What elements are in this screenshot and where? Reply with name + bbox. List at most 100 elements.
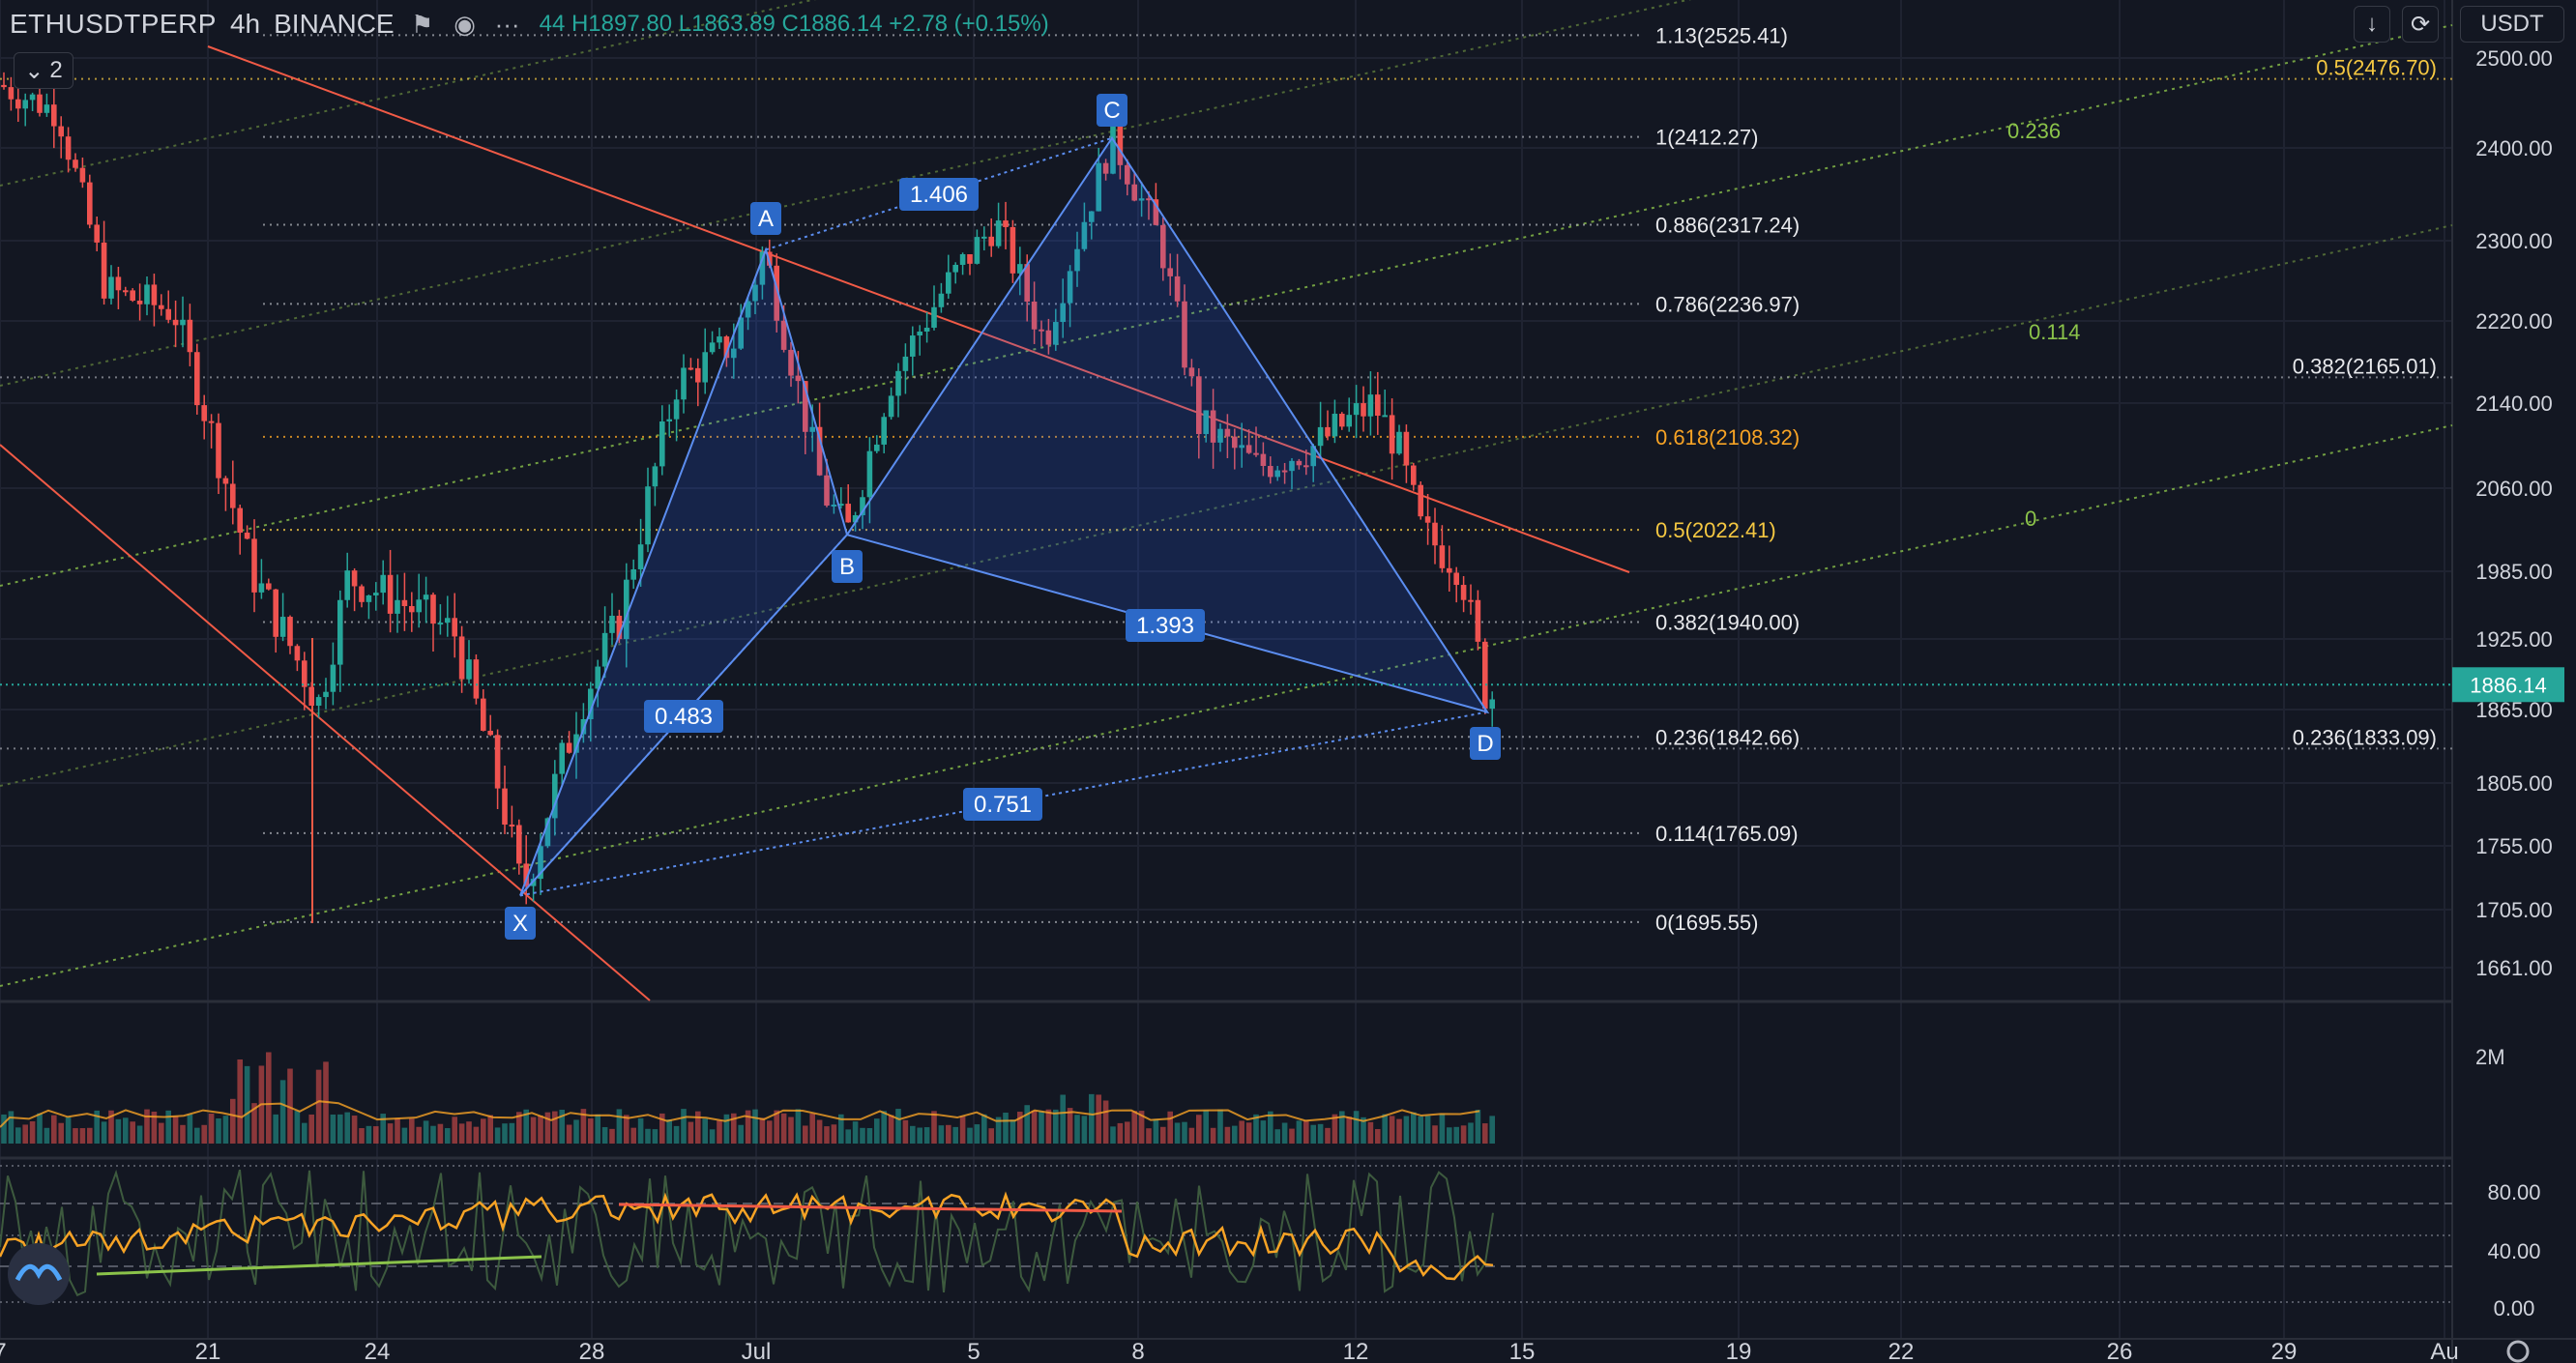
harmonic-pattern: X A B C D 0.483 1.406 1.393 0.751 <box>505 94 1501 940</box>
candle-body <box>473 659 480 699</box>
volume-bar <box>1210 1127 1216 1144</box>
volume-bar <box>201 1124 207 1144</box>
candle-body <box>544 818 551 847</box>
pattern-point-label-bg <box>832 550 863 583</box>
time-tick-label: 29 <box>2271 1339 2298 1363</box>
candle-body <box>702 352 708 383</box>
volume-bar <box>1131 1111 1137 1144</box>
candle-body <box>752 284 758 302</box>
candle-body <box>681 367 687 400</box>
pattern-point-label: D <box>1477 731 1493 757</box>
candle-body <box>230 483 236 508</box>
volume-bar <box>337 1114 343 1144</box>
candle-body <box>395 599 400 614</box>
candle-body <box>1210 410 1216 443</box>
collapse-indicators-button[interactable]: ⌄ 2 <box>14 52 73 89</box>
candle-body <box>273 589 278 637</box>
more-icon[interactable]: ··· <box>494 9 520 39</box>
harmonic-triangle-xab <box>519 246 849 897</box>
candle-body <box>51 104 57 127</box>
volume-bar <box>1339 1111 1345 1144</box>
candle-body <box>1403 431 1410 466</box>
candle-body <box>874 444 880 451</box>
price-tick-label: 1925.00 <box>2475 627 2553 652</box>
candle-body <box>452 618 457 637</box>
volume-bar <box>559 1109 565 1144</box>
download-button[interactable]: ↓ <box>2354 6 2390 43</box>
candle-body <box>902 356 909 371</box>
candle-body <box>194 352 200 406</box>
candle-body <box>466 659 472 680</box>
candle-body <box>1245 445 1252 453</box>
volume-bar <box>1110 1126 1116 1144</box>
volume-bar <box>1424 1116 1431 1144</box>
candle-body <box>1010 226 1016 274</box>
volume-bar <box>666 1118 672 1144</box>
volume-bar <box>523 1109 529 1144</box>
screenshot-button[interactable]: ⟳ <box>2402 6 2439 43</box>
volume-bar <box>1146 1128 1152 1144</box>
oscillator-pane: 80.00 40.00 0.00 <box>0 1165 2541 1320</box>
volume-bar <box>1418 1116 1423 1144</box>
volume-bar <box>509 1122 515 1144</box>
flag-icon[interactable]: ⚑ <box>410 9 434 39</box>
fib-right-label: 0.236(1833.09) <box>2293 725 2437 749</box>
price-tick-label: 2500.00 <box>2475 46 2553 71</box>
candle-body <box>1375 394 1381 416</box>
settings-icon <box>2506 1340 2530 1363</box>
volume-bar <box>1389 1116 1395 1144</box>
volume-bar <box>115 1118 122 1144</box>
fib-channel-line <box>0 0 816 187</box>
volume-bar <box>1268 1111 1273 1144</box>
volume-bar <box>738 1124 744 1144</box>
volume-bar <box>745 1110 751 1144</box>
symbol-header: ETHUSDTPERP 4h BINANCE ⚑ ◉ ··· 44 H1897.… <box>0 0 1151 48</box>
volume-bar <box>373 1126 379 1144</box>
volume-bar <box>73 1128 78 1144</box>
candle-body <box>29 94 36 101</box>
current-price-badge <box>2452 667 2564 703</box>
pattern-ratio-label-bg <box>1126 609 1205 642</box>
candle-body <box>315 697 322 707</box>
candle-body <box>1361 403 1366 417</box>
pattern-point-label: C <box>1103 98 1120 124</box>
interval-label[interactable]: 4h <box>229 9 261 39</box>
volume-bar <box>652 1129 659 1144</box>
fib-level-label: 1.13(2525.41) <box>1655 23 1788 47</box>
volume-bar <box>874 1118 880 1144</box>
volume-bar <box>709 1129 716 1144</box>
candle-body <box>952 264 958 273</box>
fib-channel-label: 0.236 <box>2007 119 2061 143</box>
candle-body <box>995 220 1002 246</box>
candle-body <box>79 167 86 183</box>
volume-bar <box>816 1119 823 1144</box>
candle-body <box>187 319 193 353</box>
candle-body <box>380 574 386 594</box>
candle-body <box>559 742 565 774</box>
trendline-upper <box>207 45 1630 573</box>
volume-bar <box>222 1116 229 1144</box>
volume-bar <box>180 1124 186 1144</box>
candle-body <box>1432 522 1438 546</box>
symbol-name[interactable]: ETHUSDTPERP <box>10 9 217 39</box>
price-tick-label: 2140.00 <box>2475 392 2553 416</box>
eye-icon[interactable]: ◉ <box>454 9 476 39</box>
candle-body <box>258 583 265 593</box>
candle-body <box>73 160 78 168</box>
volume-bar <box>1096 1094 1101 1144</box>
currency-button[interactable]: USDT <box>2460 6 2564 43</box>
volume-bar <box>266 1052 272 1144</box>
volume-bar <box>1167 1111 1173 1144</box>
volume-bar <box>416 1126 422 1144</box>
volume-bar <box>29 1121 36 1144</box>
volume-bar <box>487 1115 493 1144</box>
volume-bar <box>308 1114 314 1144</box>
candle-body <box>1260 453 1267 467</box>
candle-body <box>481 698 486 731</box>
candle-body <box>845 504 851 523</box>
volume-bar <box>330 1115 337 1144</box>
candle-body <box>1310 446 1316 467</box>
time-tick-label: 19 <box>1726 1339 1752 1363</box>
volume-bar <box>1060 1094 1066 1144</box>
